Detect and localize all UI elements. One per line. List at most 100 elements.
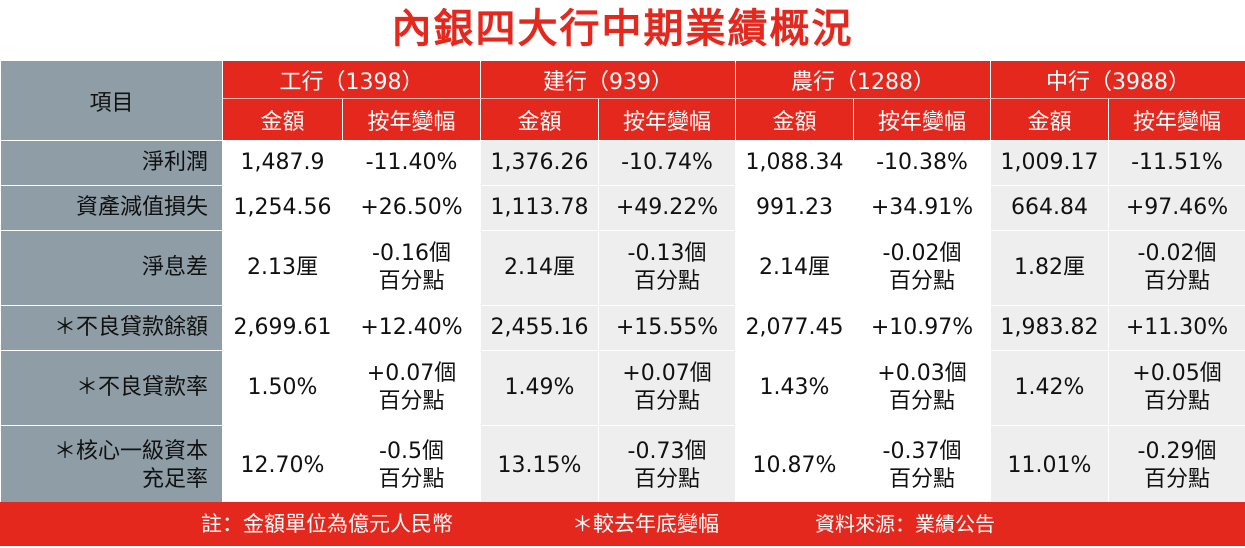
amount-cell: 11.01%: [990, 425, 1109, 506]
subheader-amount: 金額: [222, 98, 343, 141]
amount-cell: 2.14厘: [480, 230, 599, 306]
cell-text-line: 2,077.45: [745, 315, 844, 340]
row-label: 淨利潤: [0, 140, 223, 186]
cell-text-line: 991.23: [756, 195, 833, 220]
table-row: 淨息差 2.13厘 -0.16個 百分點 2.14厘 -0.13個 百分點 2.14厘 -0.0…: [0, 230, 1245, 306]
cell-text-line: 1.49%: [504, 375, 575, 400]
amount-cell: 991.23: [735, 185, 854, 231]
footer-bar: 註：金額單位為億元人民幣 ＊較去年底變幅 資料來源：業績公告: [0, 502, 1245, 546]
table-row: ＊不良貸款率 1.50% +0.07個 百分點 1.49% +0.07個 百分點 1.43% +…: [0, 350, 1245, 426]
cell-text-line: 2,455.16: [490, 315, 589, 340]
change-cell: -10.38%: [853, 140, 991, 186]
table-body: 淨利潤 1,487.9 -11.40% 1,376.26 -10.74% 1,088.34…: [0, 140, 1245, 506]
cell-text-line: +0.07個: [622, 361, 712, 386]
change-cell: -0.02個 百分點: [1108, 230, 1245, 306]
change-cell: -0.13個 百分點: [598, 230, 736, 306]
cell-text-line: ＊不良貸款率: [75, 375, 208, 400]
subheader-amount: 金額: [480, 98, 599, 141]
cell-text-line: 1,487.9: [240, 150, 325, 175]
cell-text-line: ＊不良貸款餘額: [53, 315, 208, 340]
subheader-change: 按年變幅: [598, 98, 736, 141]
row-label: 淨息差: [0, 230, 223, 306]
cell-text-line: -10.38%: [876, 150, 968, 175]
amount-cell: 1.49%: [480, 350, 599, 426]
change-cell: -0.37個 百分點: [853, 425, 991, 506]
cell-text-line: +97.46%: [1125, 195, 1229, 220]
cell-text-line: 2.14厘: [504, 255, 575, 280]
subheader-change: 按年變幅: [1108, 98, 1245, 141]
cell-text-line: 1.43%: [759, 375, 830, 400]
footer-source: 資料來源：業績公告: [815, 512, 995, 536]
row-label: ＊不良貸款率: [0, 350, 223, 426]
amount-cell: 2.14厘: [735, 230, 854, 306]
cell-text-line: -0.37個: [882, 438, 962, 464]
cell-text-line: ＊核心一級資本: [53, 438, 208, 464]
change-cell: +11.30%: [1108, 305, 1245, 351]
cell-text-line: +26.50%: [360, 195, 463, 220]
cell-text-line: +10.97%: [870, 315, 974, 340]
cell-text-line: 百分點: [633, 269, 700, 294]
amount-cell: 1.82厘: [990, 230, 1109, 306]
cell-text-line: 百分點: [378, 389, 445, 414]
change-cell: -0.02個 百分點: [853, 230, 991, 306]
cell-text-line: 10.87%: [752, 452, 837, 478]
subheader-amount: 金額: [990, 98, 1109, 141]
cell-text-line: -0.5個: [379, 438, 444, 464]
amount-cell: 1,376.26: [480, 140, 599, 186]
cell-text-line: -0.73個: [627, 438, 707, 464]
amount-cell: 1,088.34: [735, 140, 854, 186]
change-cell: +15.55%: [598, 305, 736, 351]
cell-text-line: 1,254.56: [233, 195, 332, 220]
cell-text-line: +34.91%: [870, 195, 974, 220]
table-row: ＊不良貸款餘額 2,699.61 +12.40% 2,455.16 +15.55% 2,0…: [0, 305, 1245, 351]
cell-text-line: 百分點: [1143, 466, 1210, 492]
cell-text-line: -0.13個: [627, 241, 707, 266]
cell-text-line: 1,983.82: [1000, 315, 1099, 340]
bank-header-abc: 農行（1288）: [735, 60, 991, 99]
subheader-change: 按年變幅: [342, 98, 481, 141]
cell-text-line: 百分點: [378, 466, 445, 492]
amount-cell: 664.84: [990, 185, 1109, 231]
bank-header-boc: 中行（3988）: [990, 60, 1245, 99]
amount-cell: 2,077.45: [735, 305, 854, 351]
change-cell: +49.22%: [598, 185, 736, 231]
change-cell: -11.51%: [1108, 140, 1245, 186]
cell-text-line: 百分點: [633, 389, 700, 414]
cell-text-line: 百分點: [888, 269, 955, 294]
amount-cell: 13.15%: [480, 425, 599, 506]
cell-text-line: 2.13厘: [247, 255, 318, 280]
cell-text-line: 13.15%: [497, 452, 582, 478]
change-cell: +97.46%: [1108, 185, 1245, 231]
cell-text-line: 百分點: [378, 269, 445, 294]
subheader-amount: 金額: [735, 98, 854, 141]
cell-text-line: 1.82厘: [1014, 255, 1085, 280]
cell-text-line: +0.05個: [1132, 361, 1222, 386]
amount-cell: 2,455.16: [480, 305, 599, 351]
footer-unit-note: 註：金額單位為億元人民幣: [201, 512, 453, 536]
cell-text-line: 1,113.78: [490, 195, 589, 220]
cell-text-line: -0.16個: [372, 241, 451, 266]
change-cell: +0.03個 百分點: [853, 350, 991, 426]
cell-text-line: -11.40%: [365, 150, 458, 175]
results-table: 項目 工行（1398） 建行（939） 農行（1288） 中行（3988） 金額…: [0, 60, 1245, 506]
amount-cell: 1,113.78: [480, 185, 599, 231]
amount-cell: 1,009.17: [990, 140, 1109, 186]
cell-text-line: 百分點: [888, 389, 955, 414]
change-cell: -0.73個 百分點: [598, 425, 736, 506]
cell-text-line: +15.55%: [615, 315, 719, 340]
cell-text-line: 資產減值損失: [75, 195, 208, 220]
amount-cell: 1,983.82: [990, 305, 1109, 351]
row-label: ＊不良貸款餘額: [0, 305, 223, 351]
change-cell: -0.29個 百分點: [1108, 425, 1245, 506]
page-title: 內銀四大行中期業績概況: [391, 6, 854, 52]
subheader-row: 金額 按年變幅 金額 按年變幅 金額 按年變幅 金額 按年變幅: [1, 98, 1245, 141]
cell-text-line: 2.14厘: [759, 255, 830, 280]
amount-cell: 2.13厘: [222, 230, 343, 306]
change-cell: +10.97%: [853, 305, 991, 351]
cell-text-line: 百分點: [633, 466, 700, 492]
change-cell: +0.07個 百分點: [342, 350, 481, 426]
cell-text-line: -0.02個: [882, 241, 962, 266]
cell-text-line: +11.30%: [1125, 315, 1229, 340]
cell-text-line: 1.42%: [1014, 375, 1085, 400]
cell-text-line: +12.40%: [360, 315, 463, 340]
